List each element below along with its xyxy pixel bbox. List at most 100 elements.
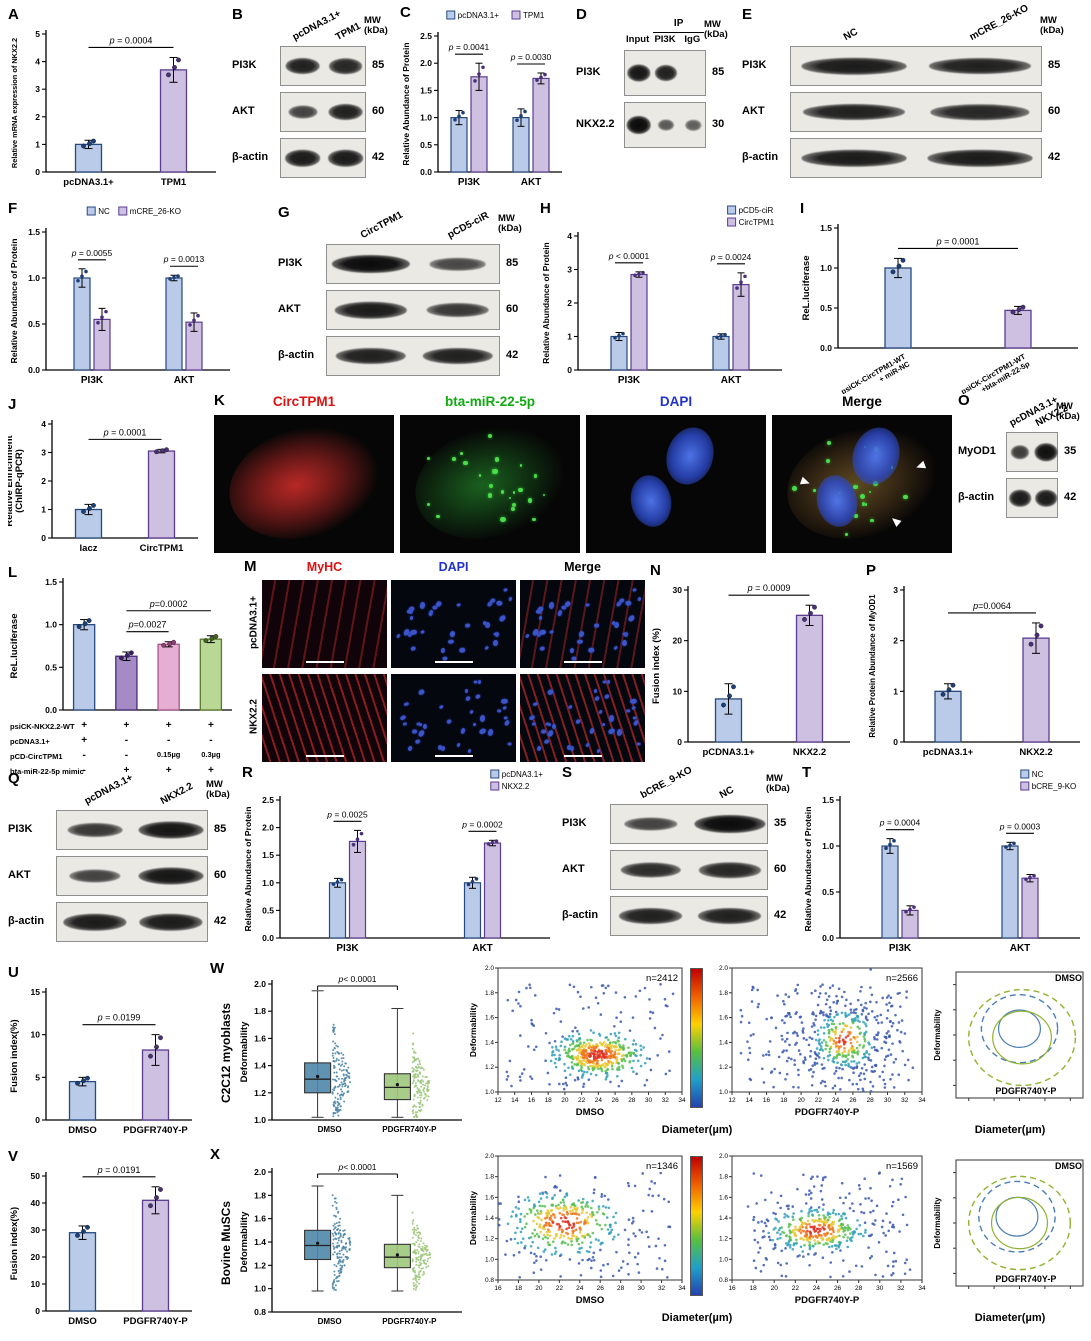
scatter-point bbox=[768, 1238, 772, 1242]
protein-band bbox=[626, 64, 651, 82]
scatter-point bbox=[575, 1212, 578, 1216]
protein-band bbox=[685, 119, 702, 131]
protein-band bbox=[63, 913, 127, 931]
violin-point bbox=[339, 1096, 342, 1099]
data-point bbox=[950, 682, 956, 688]
scatter-point bbox=[802, 1238, 805, 1241]
scatter-point bbox=[794, 1043, 797, 1046]
bar-chart: 0.00.51.01.5ReL.luciferasepsiCK-CircTPM1… bbox=[801, 223, 1078, 394]
data-point bbox=[168, 277, 172, 281]
x-tick-label: 32 bbox=[662, 1097, 670, 1104]
y-tick-label: 0.0 bbox=[28, 365, 40, 375]
scatter-point bbox=[826, 1211, 830, 1215]
violin-point bbox=[411, 1268, 414, 1271]
scatter-point bbox=[576, 990, 580, 994]
protein-band bbox=[930, 104, 1030, 120]
image-title: bta-miR-22-5p bbox=[444, 394, 535, 409]
scatter-point bbox=[828, 1006, 832, 1009]
scatter-point bbox=[834, 1036, 838, 1040]
scatter-point bbox=[568, 1043, 572, 1047]
scatter-point bbox=[571, 1034, 575, 1038]
scatter-point bbox=[622, 1044, 625, 1047]
scatter-point bbox=[813, 1030, 817, 1034]
tspan: p bbox=[71, 248, 77, 258]
panel-X-boxplot: 0.8 1.0 1.2 1.4 1.6 1.8 2.0 Deformability DMSO PD… bbox=[238, 1150, 464, 1332]
x-tick-label: 22 bbox=[815, 1097, 823, 1104]
scatter-point bbox=[783, 1021, 786, 1025]
x-category-label: AKT bbox=[1010, 943, 1031, 954]
violin-point bbox=[344, 1246, 347, 1249]
tspan: p bbox=[337, 974, 343, 984]
scatter-point bbox=[756, 1241, 760, 1244]
violin-point bbox=[338, 1244, 341, 1247]
violin-point bbox=[413, 1115, 416, 1118]
scatter-point bbox=[643, 1061, 647, 1065]
scatter-point bbox=[641, 1172, 645, 1175]
scatter-point bbox=[616, 1039, 620, 1042]
scatter-point bbox=[579, 1048, 583, 1052]
scatter-point bbox=[590, 1046, 593, 1049]
scatter-point bbox=[864, 1231, 867, 1234]
scatter-point bbox=[566, 1220, 570, 1223]
scatter-point bbox=[549, 1209, 553, 1213]
scatter-point bbox=[539, 1212, 543, 1215]
scatter-point bbox=[834, 1031, 837, 1034]
scatter-point bbox=[819, 1227, 822, 1231]
scatter-point bbox=[840, 1063, 843, 1067]
scatter-point bbox=[851, 1021, 855, 1025]
scatter-point bbox=[553, 1053, 556, 1057]
scatter-point bbox=[630, 1051, 633, 1054]
scatter-point bbox=[885, 1016, 889, 1020]
scatter-point bbox=[555, 1048, 558, 1051]
x-tick-label: 18 bbox=[780, 1097, 788, 1104]
panel-letter: E bbox=[742, 6, 753, 23]
scatter-point bbox=[577, 1043, 581, 1047]
scatter-point bbox=[640, 1231, 644, 1234]
y-tick-label: 0 bbox=[35, 167, 40, 177]
data-point bbox=[87, 506, 92, 511]
scatter-point bbox=[837, 987, 841, 991]
scatter-point bbox=[611, 1067, 614, 1071]
data-point bbox=[351, 842, 356, 847]
scatter-point bbox=[587, 1042, 591, 1045]
tspan: = 0.0009 bbox=[753, 583, 791, 593]
panel-K: K CircTPM1 bta-miR-22-5p DAPI Merge bbox=[214, 392, 954, 559]
scatter-point bbox=[840, 1011, 844, 1015]
mirna-dot bbox=[508, 496, 512, 499]
y-tick-label: 1.0 bbox=[45, 620, 57, 630]
scatter-point bbox=[595, 1222, 599, 1226]
contour-outer bbox=[968, 988, 1077, 1087]
violin-point bbox=[343, 1085, 346, 1088]
x-tick-label: 34 bbox=[678, 1097, 686, 1104]
scatter-point bbox=[667, 1200, 671, 1204]
nucleus-dot bbox=[507, 596, 512, 601]
scatter-point bbox=[831, 1211, 835, 1214]
scatter-point bbox=[584, 1205, 587, 1208]
violin-point bbox=[338, 1068, 341, 1071]
data-point bbox=[172, 64, 177, 70]
scatter-point bbox=[519, 1217, 522, 1221]
violin-point bbox=[421, 1267, 424, 1270]
scatter-point bbox=[822, 1026, 826, 1029]
plot-frame bbox=[497, 1155, 683, 1281]
violin-point bbox=[418, 1237, 421, 1240]
violin-point bbox=[344, 1248, 347, 1251]
scatter-point bbox=[840, 995, 844, 999]
violin-point bbox=[343, 1100, 346, 1103]
scatter-point bbox=[571, 1229, 575, 1233]
violin-point bbox=[343, 1065, 346, 1068]
data-point bbox=[477, 72, 481, 76]
scatter-point bbox=[582, 1055, 585, 1059]
scatter-point bbox=[592, 1258, 596, 1262]
scatter-point bbox=[887, 1048, 891, 1052]
micrograph bbox=[262, 674, 387, 762]
data-point bbox=[904, 909, 908, 914]
y-tick-label: 0.0 bbox=[262, 933, 274, 943]
x-tick-label: 16 bbox=[763, 1097, 771, 1104]
scatter-point bbox=[892, 1086, 896, 1089]
data-point bbox=[633, 273, 637, 278]
violin-point bbox=[414, 1084, 417, 1087]
scatter-point bbox=[831, 1240, 834, 1244]
protein-band bbox=[697, 908, 762, 924]
myotube-fibers bbox=[520, 580, 645, 668]
